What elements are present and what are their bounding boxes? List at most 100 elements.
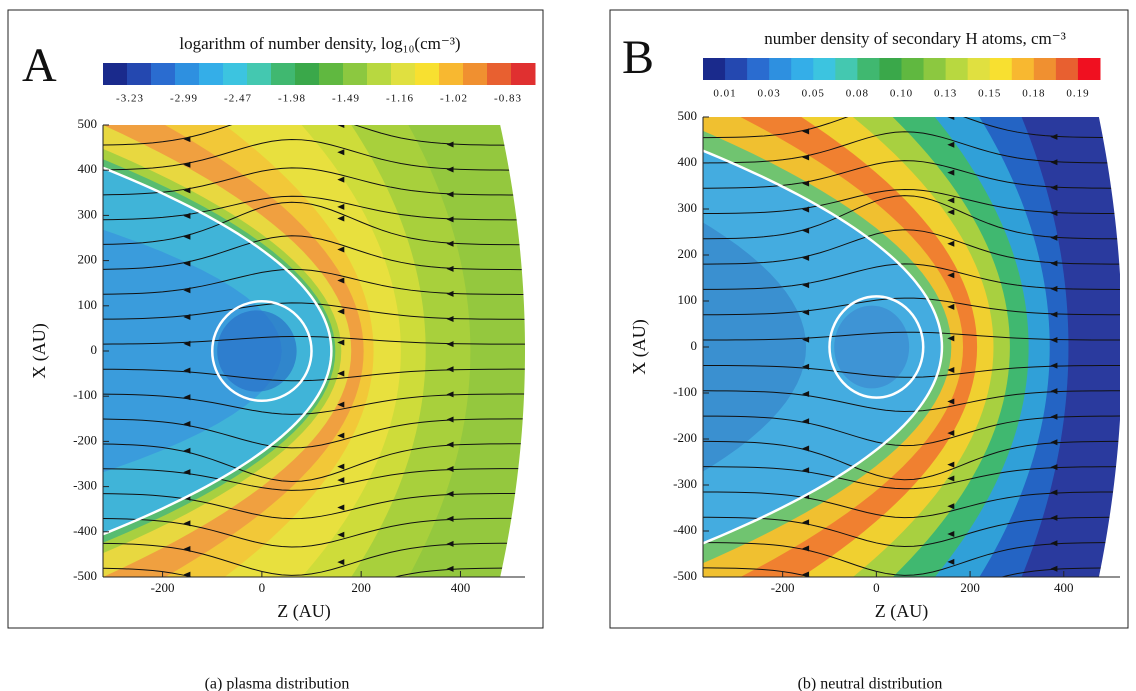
- stream-arrow: [337, 215, 345, 222]
- streamline: [703, 131, 1120, 164]
- streamline: [703, 195, 1120, 240]
- core: [834, 305, 910, 389]
- y-tick-label: -500: [673, 568, 697, 583]
- colorbar-swatch: [127, 63, 152, 85]
- stream-arrow: [802, 363, 810, 370]
- stream-arrow: [337, 308, 345, 315]
- streamline: [103, 139, 525, 171]
- stream-arrow: [183, 520, 191, 527]
- field: [703, 117, 1120, 593]
- stream-arrow: [337, 477, 345, 484]
- streamline: [703, 491, 1120, 519]
- x-tick-label: 0: [259, 580, 266, 595]
- stream-arrow: [183, 212, 191, 219]
- stream-arrow: [183, 287, 191, 294]
- stream-arrow: [183, 187, 191, 194]
- colorbar-title: logarithm of number density, log₁₀(cm⁻³): [179, 34, 460, 53]
- streamline: [703, 297, 1120, 316]
- x-tick-label: 200: [960, 580, 980, 595]
- y-tick-label: 0: [91, 342, 98, 357]
- stream-arrow: [802, 391, 810, 398]
- y-tick-label: 300: [78, 206, 98, 221]
- colorbar-tick-label: -3.23: [116, 93, 144, 105]
- colorbar-tick-label: 0.19: [1066, 88, 1089, 100]
- y-tick-label: -100: [73, 387, 97, 402]
- y-tick-label: -100: [673, 384, 697, 399]
- termination-shock: [828, 295, 925, 399]
- stream-arrow: [1050, 260, 1058, 267]
- stream-arrow: [1050, 234, 1058, 241]
- stream-arrow: [446, 341, 454, 348]
- stream-arrow: [802, 519, 810, 526]
- panel-letter: A: [22, 39, 57, 92]
- y-tick-label: 400: [78, 161, 98, 176]
- stream-arrow: [802, 128, 810, 135]
- core: [217, 310, 297, 392]
- stream-arrow: [802, 571, 810, 577]
- stream-arrow: [947, 366, 955, 373]
- stream-arrow: [183, 545, 191, 552]
- stream-arrow: [947, 141, 955, 148]
- streamline: [103, 492, 525, 520]
- termination-shock: [210, 300, 313, 402]
- stream-arrow: [947, 461, 955, 468]
- stream-arrow: [802, 336, 810, 343]
- colorbar-swatch: [1011, 58, 1035, 80]
- panel-frame: [609, 9, 1129, 629]
- y-tick-label: -400: [673, 522, 697, 537]
- stream-arrow: [947, 475, 955, 482]
- y-axis-label: X (AU): [29, 323, 50, 379]
- stream-arrow: [337, 432, 345, 439]
- stream-arrow: [1050, 514, 1058, 521]
- outer-region: [1098, 117, 1120, 577]
- y-tick-label: 300: [678, 200, 698, 215]
- colorbar-tick-label: 0.05: [802, 88, 825, 100]
- stream-arrow: [183, 260, 191, 267]
- x-tick-label: -200: [151, 580, 175, 595]
- panel-letter: B: [622, 31, 654, 84]
- stream-arrow: [947, 240, 955, 247]
- y-tick-label: 500: [78, 116, 98, 131]
- colorbar-tick-label: -1.02: [440, 93, 468, 105]
- colorbar-swatch: [463, 63, 488, 85]
- stream-arrow: [337, 504, 345, 511]
- stream-arrow: [947, 272, 955, 279]
- colorbar-swatch: [1033, 58, 1057, 80]
- streamline: [703, 188, 1120, 215]
- colorbar-tick-label: 0.15: [978, 88, 1001, 100]
- x-tick-label: 400: [451, 580, 471, 595]
- colorbar-tick-label: 0.10: [890, 88, 913, 100]
- colorbar-swatch: [271, 63, 296, 85]
- colorbar-swatch: [199, 63, 224, 85]
- colorbar-swatch: [747, 58, 770, 80]
- stream-arrow: [337, 370, 345, 377]
- stream-arrow: [1050, 184, 1058, 191]
- stream-arrow: [337, 203, 345, 210]
- colorbar-swatch: [367, 63, 392, 85]
- x-tick-label: 200: [351, 580, 371, 595]
- streamline: [703, 331, 1120, 341]
- stream-arrow: [1050, 540, 1058, 547]
- stream-arrow: [1050, 388, 1058, 395]
- stream-arrow: [446, 391, 454, 398]
- streamline: [103, 201, 525, 246]
- colorbar-tick-label: 0.08: [846, 88, 869, 100]
- colorbar-swatch: [835, 58, 858, 80]
- stream-arrow: [947, 503, 955, 510]
- colorbar-swatch: [343, 63, 368, 85]
- field: [103, 125, 525, 577]
- colorbar-swatch: [1055, 58, 1079, 80]
- stream-arrow: [446, 141, 454, 148]
- stream-arrow: [1050, 210, 1058, 217]
- stream-arrow: [947, 587, 954, 593]
- y-tick-label: 500: [678, 108, 698, 123]
- stream-arrow: [1050, 337, 1058, 344]
- colorbar-swatch: [967, 58, 991, 80]
- y-tick-label: 100: [678, 292, 698, 307]
- colorbar-swatch: [791, 58, 814, 80]
- colorbar-tick-label: 0.01: [713, 88, 736, 100]
- colorbar-swatch: [415, 63, 440, 85]
- stream-arrow: [337, 277, 345, 284]
- stream-arrow: [802, 206, 810, 213]
- streamline: [103, 335, 525, 345]
